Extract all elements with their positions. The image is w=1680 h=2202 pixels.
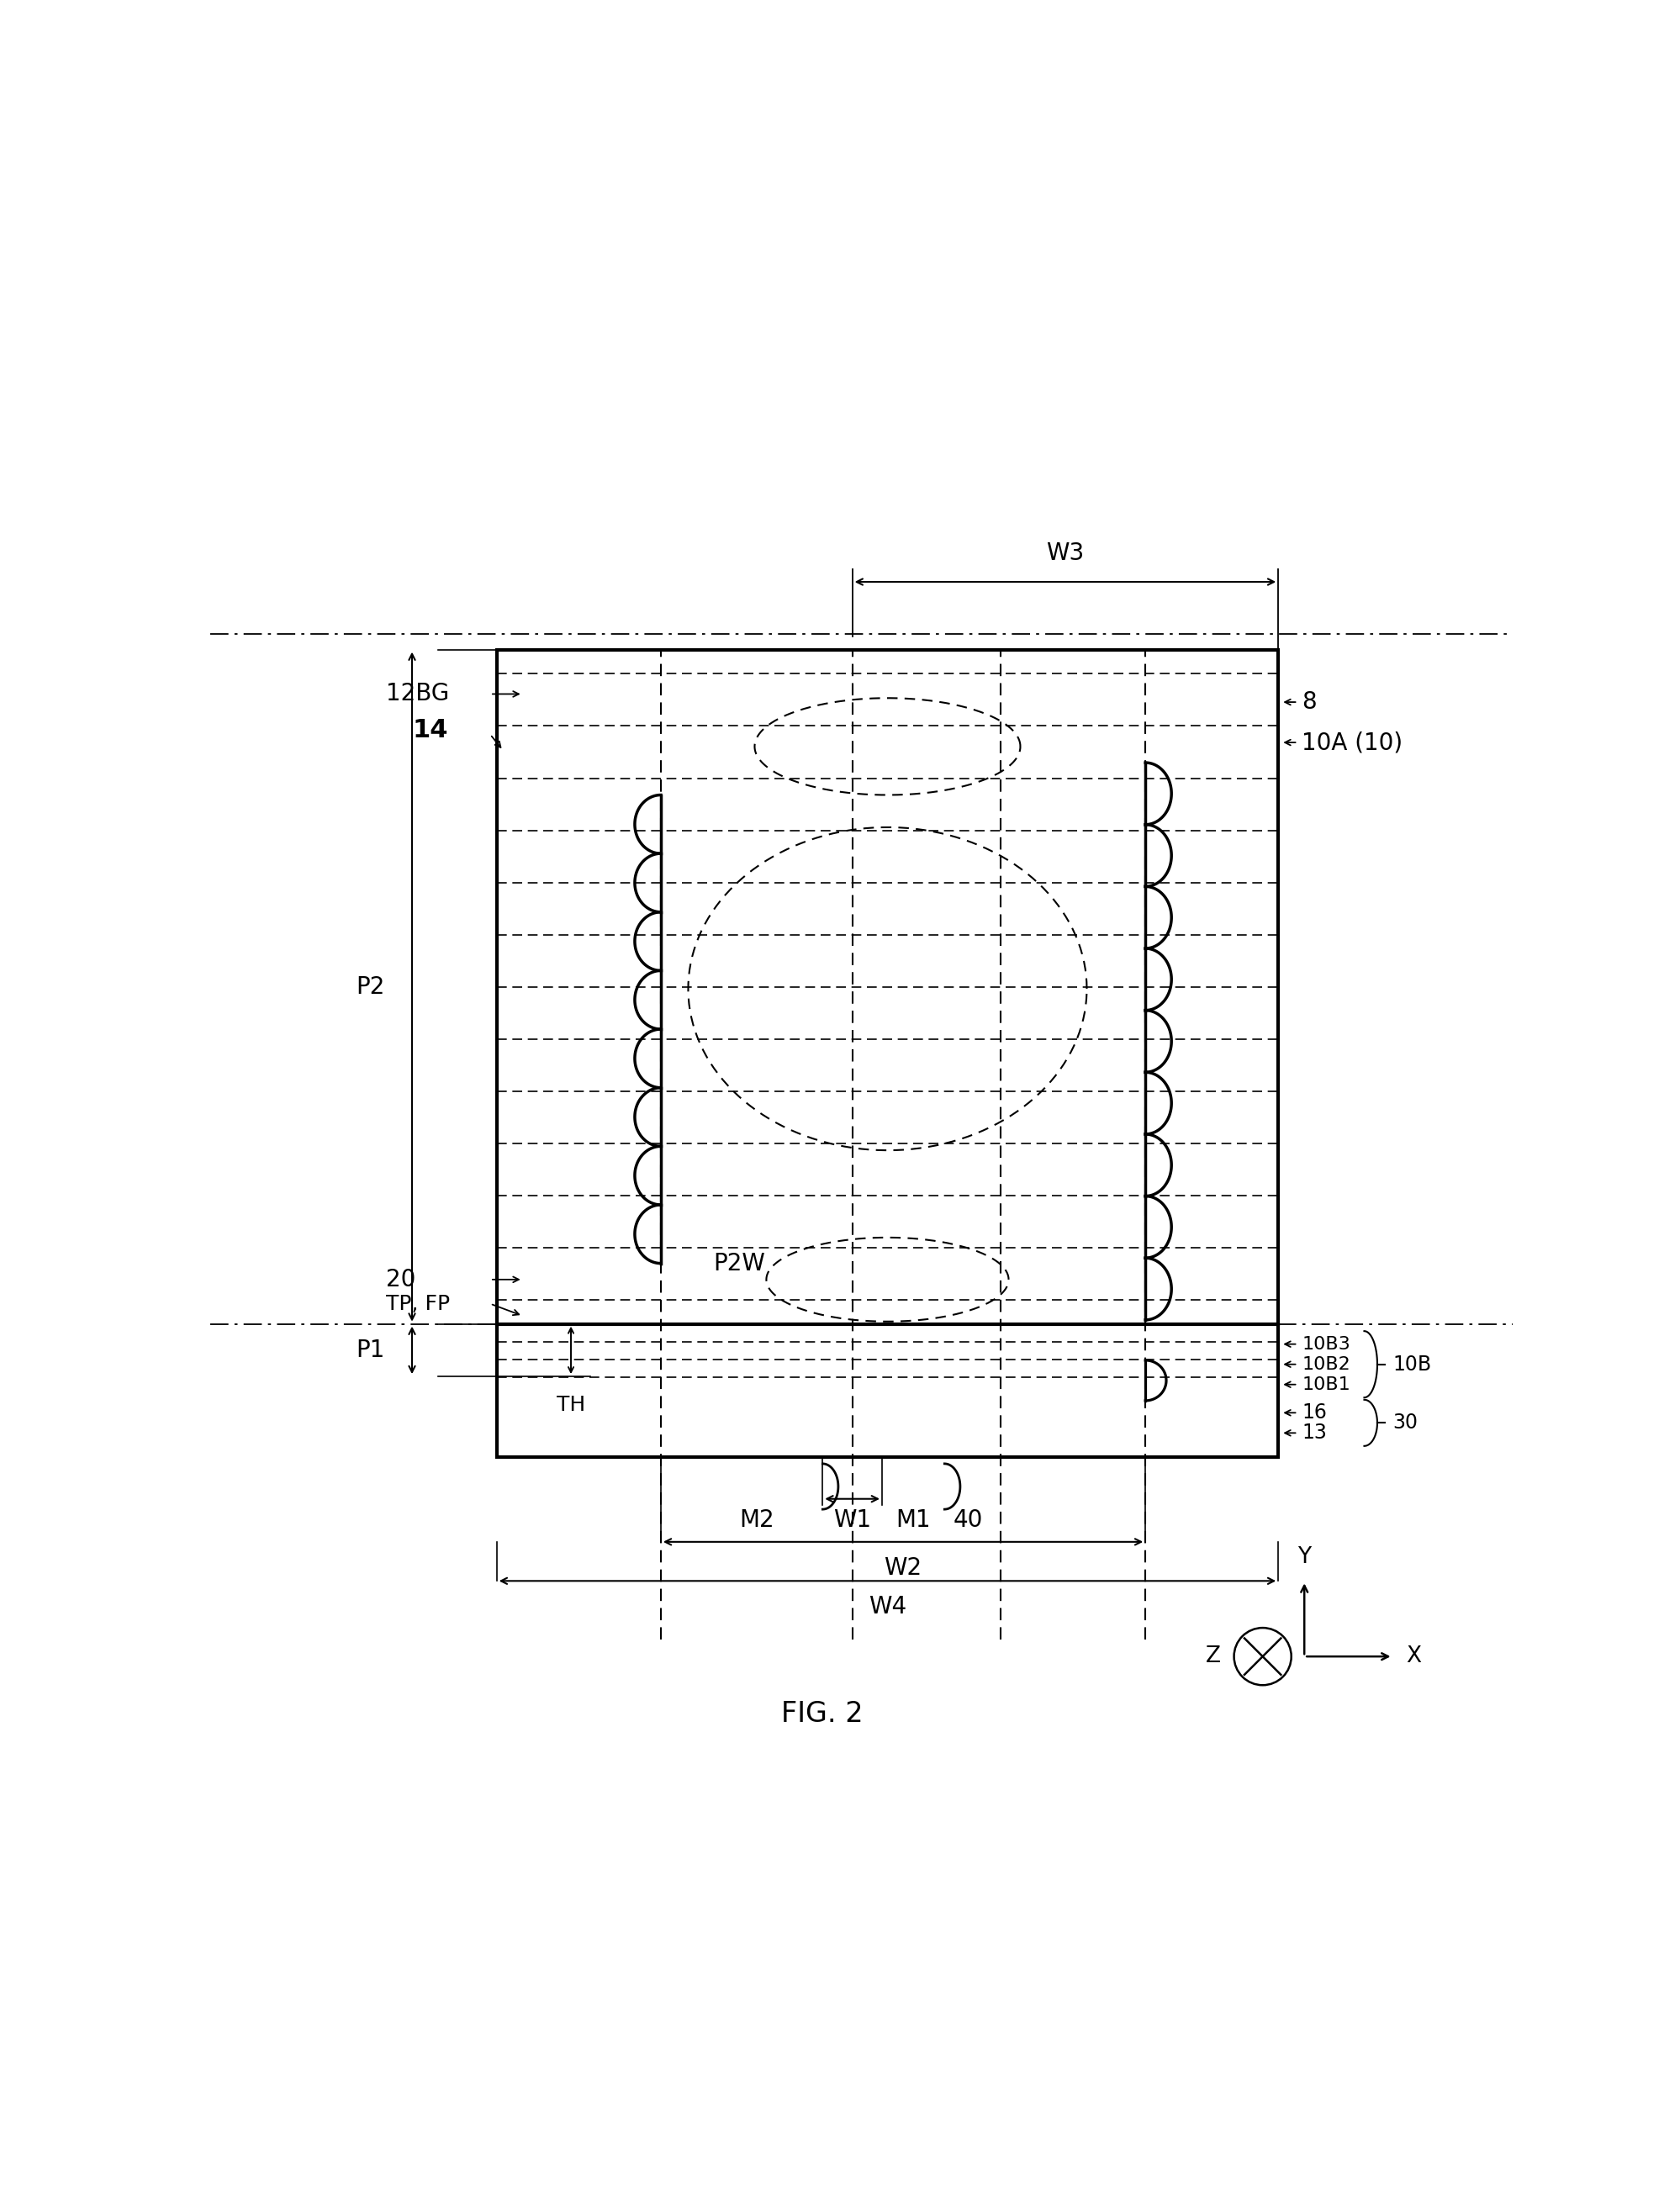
Text: P2W: P2W <box>712 1251 764 1275</box>
Text: 13: 13 <box>1300 1422 1326 1442</box>
Text: 20: 20 <box>386 1268 415 1290</box>
Text: W1: W1 <box>833 1508 870 1530</box>
Text: 10B3: 10B3 <box>1300 1337 1349 1352</box>
Text: P2: P2 <box>356 975 385 998</box>
Text: Y: Y <box>1297 1546 1310 1568</box>
Text: Z: Z <box>1205 1645 1220 1667</box>
Text: 10B2: 10B2 <box>1300 1356 1349 1372</box>
Text: P1: P1 <box>356 1339 385 1363</box>
Text: X: X <box>1404 1645 1421 1667</box>
Text: 30: 30 <box>1393 1414 1418 1434</box>
Text: 10B: 10B <box>1393 1354 1431 1374</box>
Text: 12BG: 12BG <box>386 683 449 707</box>
Text: W3: W3 <box>1045 542 1084 566</box>
Text: TP, FP: TP, FP <box>386 1293 450 1315</box>
Text: M2: M2 <box>739 1508 774 1530</box>
Text: 14: 14 <box>412 718 447 742</box>
Text: 8: 8 <box>1300 689 1315 713</box>
Text: 10A (10): 10A (10) <box>1300 731 1403 755</box>
Text: W4: W4 <box>869 1594 906 1618</box>
Text: TH: TH <box>556 1396 585 1416</box>
Text: 16: 16 <box>1300 1403 1326 1422</box>
Text: 40: 40 <box>953 1508 983 1530</box>
Text: 10B1: 10B1 <box>1300 1376 1349 1394</box>
Bar <box>497 650 1277 1458</box>
Text: M1: M1 <box>895 1508 931 1530</box>
Text: W2: W2 <box>884 1557 922 1579</box>
Text: FIG. 2: FIG. 2 <box>781 1700 864 1729</box>
